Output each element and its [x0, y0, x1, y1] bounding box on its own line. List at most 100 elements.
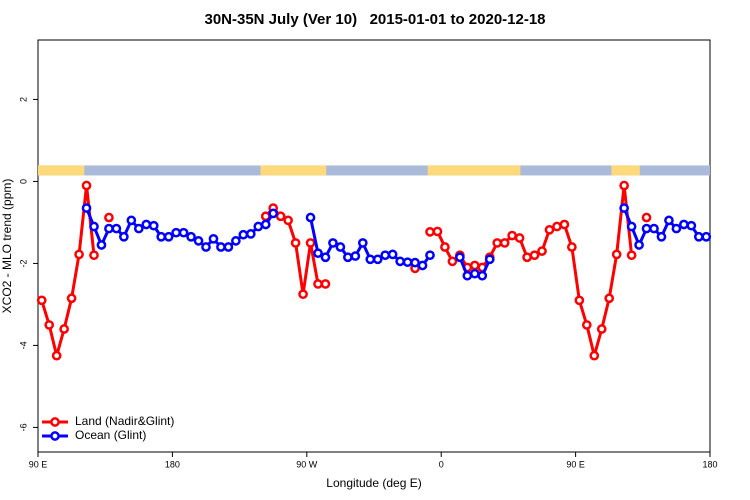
data-point — [231, 236, 241, 246]
data-point — [626, 250, 637, 261]
data-point — [499, 238, 510, 248]
data-point — [298, 289, 308, 300]
plot-frame — [37, 39, 711, 453]
data-point — [701, 231, 712, 242]
data-point — [111, 223, 122, 234]
data-point — [619, 203, 629, 213]
data-point — [619, 180, 629, 191]
data-point — [148, 220, 159, 231]
x-axis-label: Longitude (deg E) — [326, 476, 421, 490]
data-point — [544, 224, 555, 235]
data-point — [432, 226, 443, 237]
data-point — [81, 203, 92, 213]
data-point — [313, 248, 323, 259]
legend-label: Ocean (Glint) — [75, 428, 146, 442]
data-point — [96, 240, 107, 250]
data-point — [477, 270, 488, 281]
data-point — [343, 252, 353, 263]
x-tick-label: 0 — [439, 459, 444, 469]
data-point — [469, 260, 480, 271]
data-point — [283, 215, 293, 226]
y-axis-label: XCO2 - MLO trend (ppm) — [0, 179, 14, 314]
data-point — [81, 180, 92, 191]
data-point — [447, 256, 458, 267]
y-tick-label: -6 — [18, 423, 28, 431]
data-point — [604, 293, 615, 304]
land-strip — [611, 165, 640, 176]
data-point — [133, 223, 144, 234]
data-point — [89, 221, 99, 232]
data-point — [649, 223, 659, 234]
data-point — [559, 219, 570, 230]
data-point — [44, 320, 55, 330]
data-point — [335, 242, 346, 252]
data-point — [387, 249, 398, 260]
data-point — [656, 231, 667, 242]
data-point — [104, 212, 114, 223]
ocean-strip — [38, 165, 710, 176]
data-point — [574, 295, 585, 306]
data-point — [611, 249, 622, 260]
legend-label: Land (Nadir&Glint) — [75, 414, 174, 428]
data-point — [216, 242, 226, 252]
data-point — [193, 236, 204, 246]
data-point — [245, 229, 256, 239]
data-point — [529, 250, 540, 261]
data-point — [365, 254, 376, 265]
data-point — [679, 219, 689, 230]
data-point — [208, 233, 219, 244]
data-point — [186, 231, 196, 242]
data-point — [462, 270, 473, 281]
data-point — [425, 227, 435, 237]
x-tick-label: 90 E — [566, 459, 585, 469]
data-point — [320, 279, 331, 289]
data-point — [51, 350, 62, 361]
data-point — [275, 211, 286, 222]
data-point — [223, 242, 234, 252]
land-strip — [260, 165, 327, 176]
data-point — [686, 220, 697, 231]
data-point — [469, 268, 480, 279]
data-point — [522, 252, 532, 263]
data-point — [171, 227, 181, 238]
data-point — [163, 231, 174, 242]
chart-title: 30N-35N July (Ver 10) 2015-01-01 to 2020… — [204, 11, 545, 28]
data-point — [567, 242, 577, 252]
x-tick-label: 180 — [702, 459, 717, 469]
data-point — [201, 242, 211, 252]
data-point — [425, 250, 435, 261]
data-point — [290, 238, 301, 248]
data-point — [507, 230, 517, 241]
data-point — [313, 279, 323, 289]
y-tick-label: 0 — [18, 179, 28, 184]
data-point — [357, 238, 368, 248]
data-point — [410, 257, 420, 268]
data-point — [305, 212, 316, 223]
x-tick-label: 90 E — [29, 459, 48, 469]
data-point — [178, 227, 189, 238]
data-point — [596, 324, 607, 334]
data-point — [59, 324, 69, 334]
data-point — [66, 293, 77, 304]
data-point — [671, 223, 682, 234]
data-point — [641, 223, 652, 234]
data-point — [417, 260, 428, 271]
data-point — [156, 231, 167, 242]
data-point — [634, 240, 644, 250]
data-point — [89, 250, 99, 261]
data-point — [36, 295, 47, 306]
data-point — [104, 223, 114, 234]
data-point — [693, 231, 704, 242]
data-point — [350, 251, 361, 261]
data-point — [581, 320, 592, 330]
series-line — [42, 186, 647, 356]
data-point — [238, 229, 249, 240]
data-point — [589, 350, 600, 361]
data-point — [268, 208, 279, 219]
data-point — [402, 257, 413, 268]
data-point — [119, 231, 129, 242]
data-point — [484, 254, 495, 265]
data-point — [320, 252, 331, 263]
